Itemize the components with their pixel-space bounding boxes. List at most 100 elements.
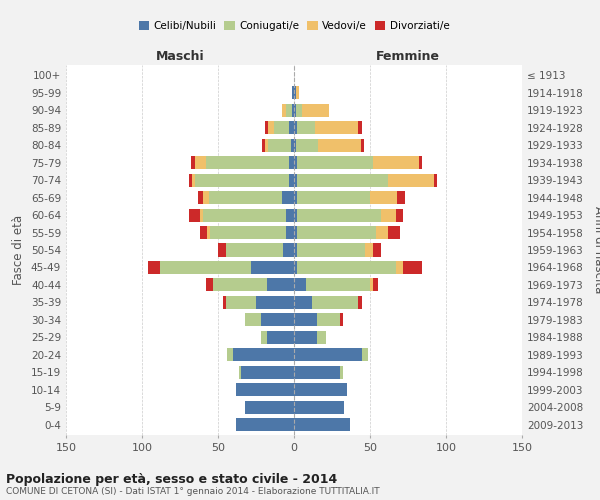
Y-axis label: Fasce di età: Fasce di età [13,215,25,285]
Bar [358,122,362,134]
Bar [297,191,370,204]
Bar [294,244,297,256]
Bar [294,330,317,344]
Bar [306,278,370,291]
Bar [289,174,294,186]
Bar [289,122,294,134]
Bar [370,191,397,204]
Bar [361,138,364,152]
Bar [260,314,294,326]
Bar [200,226,208,239]
Bar [214,278,266,291]
Bar [434,174,437,186]
Bar [195,174,289,186]
Bar [297,244,365,256]
Bar [218,244,226,256]
Bar [340,366,343,378]
Bar [294,296,312,309]
Bar [294,278,306,291]
Bar [239,366,241,378]
Bar [203,191,209,204]
Bar [388,174,434,186]
Bar [265,138,268,152]
Text: Maschi: Maschi [155,50,205,64]
Bar [195,156,206,170]
Bar [260,330,266,344]
Bar [294,208,297,222]
Bar [292,86,294,100]
Bar [380,208,396,222]
Bar [396,261,403,274]
Bar [282,191,294,204]
Bar [373,278,377,291]
Bar [396,208,403,222]
Bar [317,314,340,326]
Bar [294,348,362,362]
Bar [294,400,344,413]
Bar [403,261,422,274]
Bar [236,418,294,431]
Text: Popolazione per età, sesso e stato civile - 2014: Popolazione per età, sesso e stato civil… [6,472,337,486]
Bar [388,226,400,239]
Bar [286,226,294,239]
Bar [294,156,297,170]
Bar [297,122,315,134]
Bar [294,226,297,239]
Bar [294,314,317,326]
Bar [397,191,405,204]
Bar [294,366,340,378]
Text: Femmine: Femmine [376,50,440,64]
Bar [296,104,302,117]
Bar [286,208,294,222]
Bar [373,244,380,256]
Bar [297,174,388,186]
Bar [191,156,195,170]
Bar [160,261,251,274]
Bar [268,122,274,134]
Bar [376,226,388,239]
Bar [189,174,192,186]
Text: COMUNE DI CETONA (SI) - Dati ISTAT 1° gennaio 2014 - Elaborazione TUTTITALIA.IT: COMUNE DI CETONA (SI) - Dati ISTAT 1° ge… [6,488,380,496]
Bar [189,208,200,222]
Bar [315,122,358,134]
Bar [312,296,358,309]
Bar [223,296,226,309]
Bar [296,138,319,152]
Bar [206,156,289,170]
Bar [268,138,291,152]
Bar [297,156,373,170]
Bar [292,104,294,117]
Bar [203,208,286,222]
Bar [274,122,289,134]
Bar [198,191,203,204]
Bar [294,261,297,274]
Bar [233,348,294,362]
Bar [294,86,296,100]
Bar [245,400,294,413]
Bar [297,208,380,222]
Bar [294,174,297,186]
Bar [265,122,268,134]
Bar [291,138,294,152]
Bar [262,138,265,152]
Bar [266,330,294,344]
Y-axis label: Anni di nascita: Anni di nascita [592,206,600,294]
Bar [226,296,256,309]
Legend: Celibi/Nubili, Coniugati/e, Vedovi/e, Divorziati/e: Celibi/Nubili, Coniugati/e, Vedovi/e, Di… [134,17,454,35]
Bar [286,104,292,117]
Bar [226,244,283,256]
Bar [294,138,296,152]
Bar [365,244,373,256]
Bar [251,261,294,274]
Bar [419,156,422,170]
Bar [297,261,396,274]
Bar [319,138,361,152]
Bar [256,296,294,309]
Bar [282,104,286,117]
Bar [294,383,347,396]
Bar [294,191,297,204]
Bar [200,208,203,222]
Bar [245,314,260,326]
Bar [294,122,297,134]
Bar [227,348,233,362]
